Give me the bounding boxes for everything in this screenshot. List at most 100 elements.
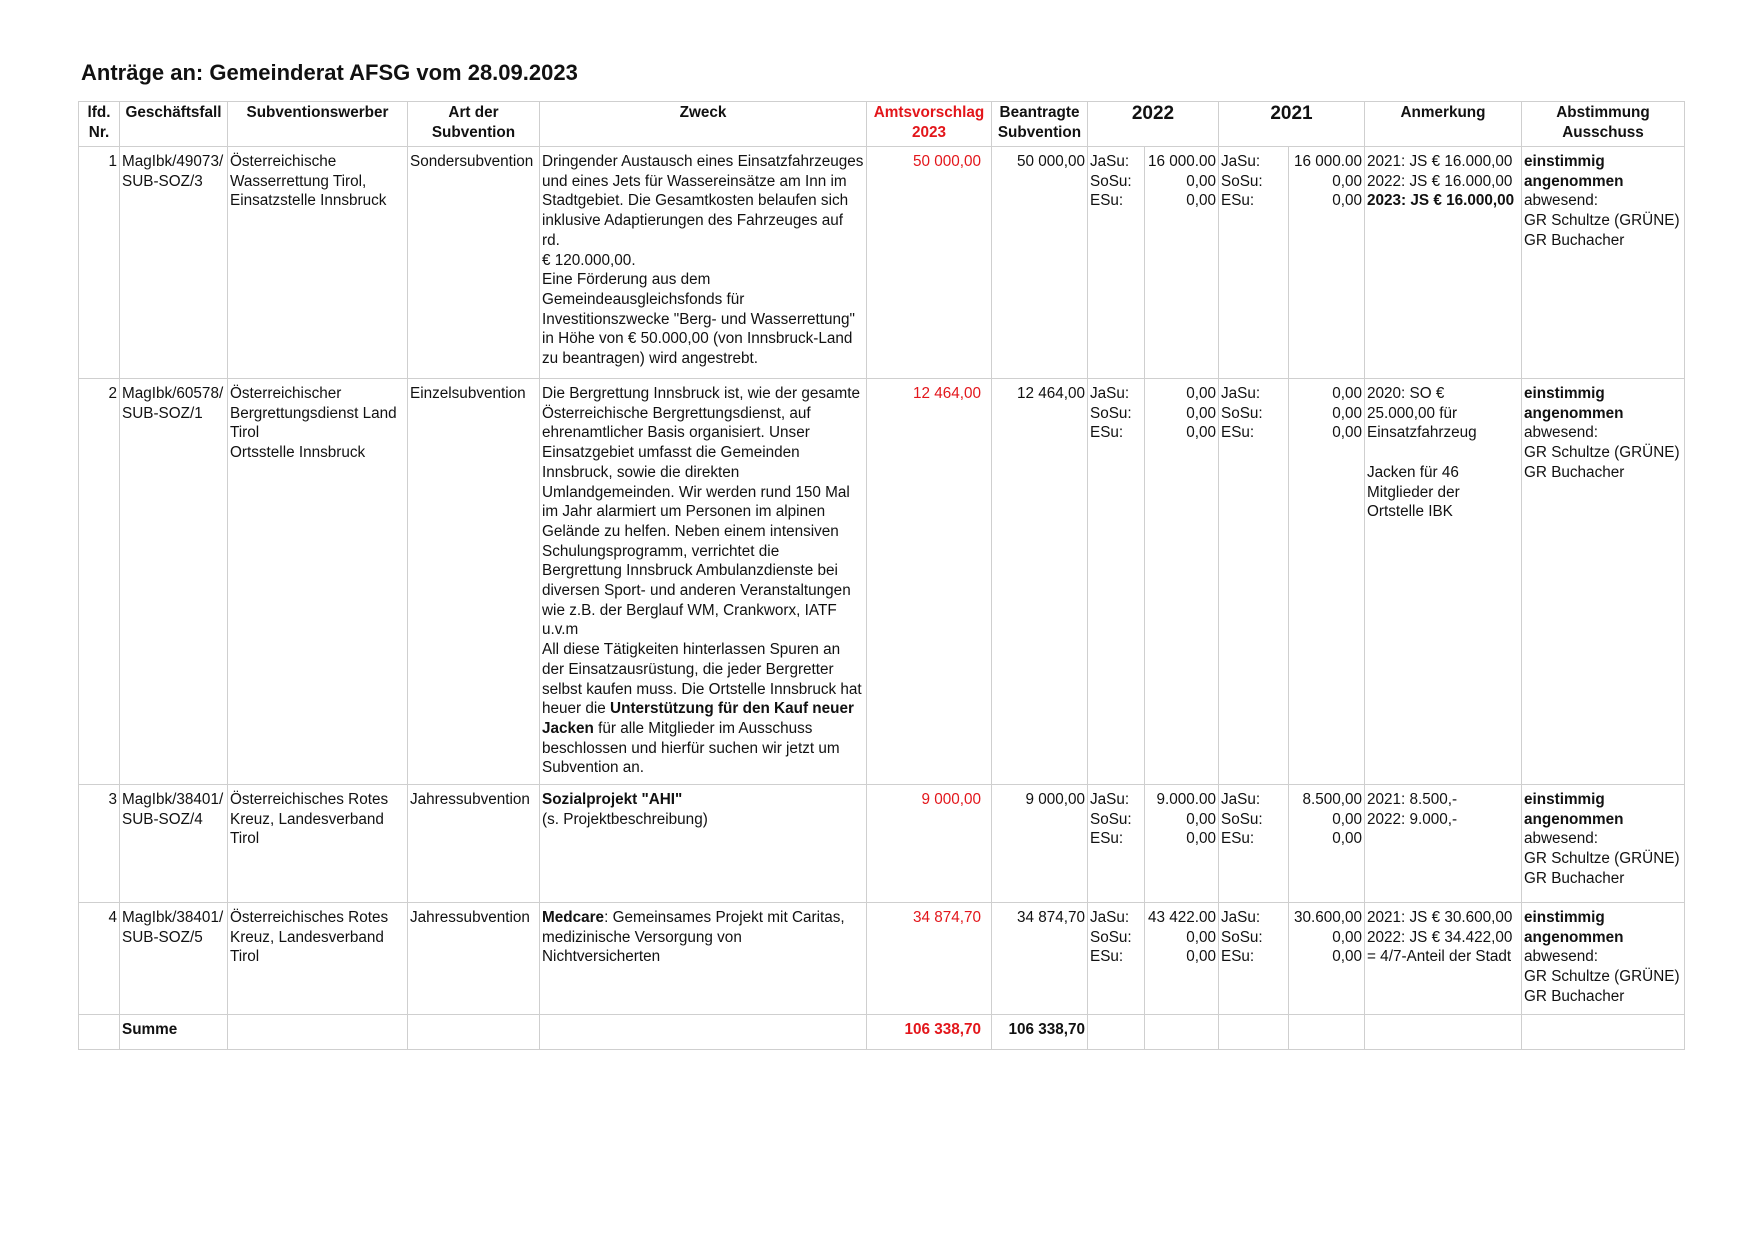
header-row: lfd. Nr. Geschäftsfall Subventionswerber… <box>78 101 1685 147</box>
cell-art: Sondersubvention <box>407 146 540 379</box>
abstimmung-result: einstimmig angenommen <box>1524 153 1624 190</box>
cell-amtsvorschlag: 9 000,00 <box>866 784 992 903</box>
cell-anmerkung: 2020: SO € 25.000,00 für Einsatzfahrzeug… <box>1364 378 1522 785</box>
cell-2021-values: 30.600,00 0,00 0,00 <box>1288 902 1365 1015</box>
cell-nr: 3 <box>78 784 120 903</box>
header-art: Art der Subvention <box>407 101 540 147</box>
cell-amtsvorschlag: 50 000,00 <box>866 146 992 379</box>
header-abstimmung: Abstimmung Ausschuss <box>1521 101 1685 147</box>
cell-zweck: Medcare: Gemeinsames Projekt mit Caritas… <box>539 902 867 1015</box>
cell-2021-values: 8.500,00 0,00 0,00 <box>1288 784 1365 903</box>
cell-zweck-text: Sozialprojekt "AHI" <box>542 791 683 808</box>
abstimmung-abwesend: abwesend: GR Schultze (GRÜNE) GR Buchach… <box>1524 948 1680 1005</box>
cell-2022-values: 0,00 0,00 0,00 <box>1144 378 1219 785</box>
cell-zweck-text: für alle Mitglieder im Ausschuss beschlo… <box>542 719 840 777</box>
cell-geschaeftsfall: MagIbk/60578/ SUB-SOZ/1 <box>119 378 228 785</box>
cell-geschaeftsfall: MagIbk/38401/ SUB-SOZ/5 <box>119 902 228 1015</box>
cell-nr: 4 <box>78 902 120 1015</box>
header-amtsvorschlag: Amtsvorschlag 2023 <box>866 101 992 147</box>
cell-abstimmung: einstimmig angenommen abwesend: GR Schul… <box>1521 784 1685 903</box>
summe-beantragt: 106 338,70 <box>991 1014 1088 1050</box>
abstimmung-result: einstimmig angenommen <box>1524 791 1624 828</box>
cell-geschaeftsfall: MagIbk/38401/ SUB-SOZ/4 <box>119 784 228 903</box>
header-subventionswerber: Subventionswerber <box>227 101 408 147</box>
abstimmung-abwesend: abwesend: GR Schultze (GRÜNE) GR Buchach… <box>1524 192 1680 249</box>
cell-2021-values: 16 000.00 0,00 0,00 <box>1288 146 1365 379</box>
cell-art: Jahressubvention <box>407 902 540 1015</box>
header-anmerkung: Anmerkung <box>1364 101 1522 147</box>
cell-zweck-text: (s. Projektbeschreibung) <box>542 810 708 828</box>
cell-empty <box>539 1014 867 1050</box>
cell-empty <box>227 1014 408 1050</box>
cell-zweck-text: : Gemeinsames Projekt mit Caritas, mediz… <box>542 909 845 966</box>
cell-empty <box>1521 1014 1685 1050</box>
abstimmung-abwesend: abwesend: GR Schultze (GRÜNE) GR Buchach… <box>1524 424 1680 481</box>
cell-2022-labels: JaSu: SoSu: ESu: <box>1087 146 1145 379</box>
cell-empty <box>407 1014 540 1050</box>
cell-amtsvorschlag: 12 464,00 <box>866 378 992 785</box>
cell-zweck-text: Unterstützung für den Kauf neuer Jacken <box>542 700 854 737</box>
cell-2022-values: 16 000.00 0,00 0,00 <box>1144 146 1219 379</box>
cell-2022-labels: JaSu: SoSu: ESu: <box>1087 784 1145 903</box>
cell-beantragt: 12 464,00 <box>991 378 1088 785</box>
cell-2022-labels: JaSu: SoSu: ESu: <box>1087 902 1145 1015</box>
cell-abstimmung: einstimmig angenommen abwesend: GR Schul… <box>1521 146 1685 379</box>
cell-anmerkung-text: 2020: SO € 25.000,00 für Einsatzfahrzeug… <box>1367 385 1477 521</box>
table-row: 3 MagIbk/38401/ SUB-SOZ/4 Österreichisches… <box>78 784 1685 903</box>
cell-nr: 2 <box>78 378 120 785</box>
cell-2022-labels: JaSu: SoSu: ESu: <box>1087 378 1145 785</box>
cell-2021-values: 0,00 0,00 0,00 <box>1288 378 1365 785</box>
cell-2021-labels: JaSu: SoSu: ESu: <box>1218 378 1289 785</box>
cell-anmerkung-text: 2021: JS € 16.000,00 2022: JS € 16.000,0… <box>1367 153 1513 190</box>
header-2021: 2021 <box>1218 101 1365 147</box>
cell-nr: 1 <box>78 146 120 379</box>
header-geschaeftsfall: Geschäftsfall <box>119 101 228 147</box>
page-title: Anträge an: Gemeinderat AFSG vom 28.09.2… <box>81 60 578 85</box>
cell-zweck-text: Dringender Austausch eines Einsatzfahrze… <box>542 153 864 368</box>
cell-zweck: Dringender Austausch eines Einsatzfahrze… <box>539 146 867 379</box>
cell-zweck-text: Die Bergrettung Innsbruck ist, wie der g… <box>542 385 862 718</box>
cell-subventionswerber: Österreichischer Bergrettungsdienst Land… <box>227 378 408 785</box>
table-row: 2 MagIbk/60578/ SUB-SOZ/1 Österreichischer… <box>78 378 1685 785</box>
summe-amtsvorschlag: 106 338,70 <box>866 1014 992 1050</box>
cell-subventionswerber: Österreichisches Rotes Kreuz, Landesverb… <box>227 784 408 903</box>
cell-2021-labels: JaSu: SoSu: ESu: <box>1218 146 1289 379</box>
cell-beantragt: 34 874,70 <box>991 902 1088 1015</box>
cell-amtsvorschlag: 34 874,70 <box>866 902 992 1015</box>
cell-2022-values: 9.000.00 0,00 0,00 <box>1144 784 1219 903</box>
cell-zweck-text: Medcare <box>542 909 605 926</box>
header-zweck: Zweck <box>539 101 867 147</box>
cell-art: Einzelsubvention <box>407 378 540 785</box>
cell-art: Jahressubvention <box>407 784 540 903</box>
cell-subventionswerber: Österreichisches Rotes Kreuz, Landesverb… <box>227 902 408 1015</box>
cell-abstimmung: einstimmig angenommen abwesend: GR Schul… <box>1521 902 1685 1015</box>
cell-anmerkung: 2021: 8.500,- 2022: 9.000,- <box>1364 784 1522 903</box>
summe-row: Summe 106 338,70 106 338,70 <box>78 1014 1685 1050</box>
table-row: 1 MagIbk/49073/ SUB-SOZ/3 Österreichische … <box>78 146 1685 379</box>
cell-zweck: Die Bergrettung Innsbruck ist, wie der g… <box>539 378 867 785</box>
cell-beantragt: 50 000,00 <box>991 146 1088 379</box>
cell-anmerkung-text: 2021: 8.500,- 2022: 9.000,- <box>1367 791 1458 828</box>
header-2022: 2022 <box>1087 101 1219 147</box>
cell-empty <box>1087 1014 1145 1050</box>
cell-empty <box>78 1014 120 1050</box>
summe-label: Summe <box>119 1014 228 1050</box>
header-nr: lfd. Nr. <box>78 101 120 147</box>
cell-2021-labels: JaSu: SoSu: ESu: <box>1218 784 1289 903</box>
abstimmung-result: einstimmig angenommen <box>1524 385 1624 422</box>
antraege-table: lfd. Nr. Geschäftsfall Subventionswerber… <box>78 101 1685 1050</box>
cell-abstimmung: einstimmig angenommen abwesend: GR Schul… <box>1521 378 1685 785</box>
cell-anmerkung-text: 2023: JS € 16.000,00 <box>1367 192 1515 210</box>
cell-geschaeftsfall: MagIbk/49073/ SUB-SOZ/3 <box>119 146 228 379</box>
cell-anmerkung-text: 2021: JS € 30.600,00 2022: JS € 34.422,0… <box>1367 909 1513 966</box>
cell-empty <box>1288 1014 1365 1050</box>
cell-empty <box>1144 1014 1219 1050</box>
cell-subventionswerber: Österreichische Wasserrettung Tirol, Ein… <box>227 146 408 379</box>
cell-empty <box>1218 1014 1289 1050</box>
cell-zweck: Sozialprojekt "AHI" (s. Projektbeschreib… <box>539 784 867 903</box>
cell-2021-labels: JaSu: SoSu: ESu: <box>1218 902 1289 1015</box>
cell-anmerkung: 2021: JS € 16.000,00 2022: JS € 16.000,0… <box>1364 146 1522 379</box>
cell-anmerkung: 2021: JS € 30.600,00 2022: JS € 34.422,0… <box>1364 902 1522 1015</box>
header-beantragt: Beantragte Subvention <box>991 101 1088 147</box>
abstimmung-result: einstimmig angenommen <box>1524 909 1624 946</box>
